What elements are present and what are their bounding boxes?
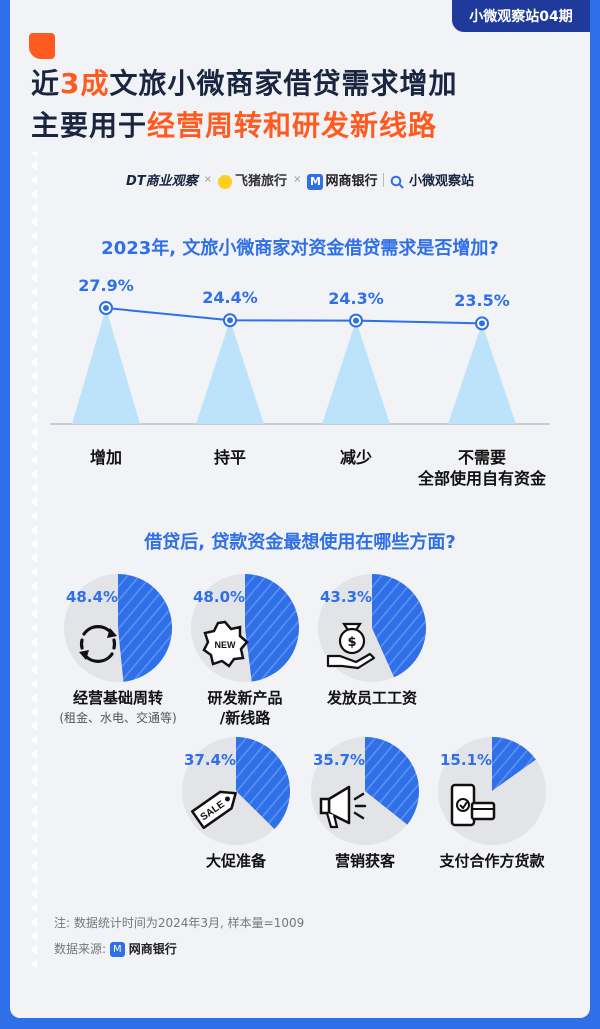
pie-value-label: 15.1%	[440, 751, 493, 769]
dt-logo: DT商业观察	[125, 174, 198, 190]
pie-slice	[492, 737, 536, 791]
data-point-core	[353, 317, 359, 324]
mybank-icon: M	[307, 173, 324, 190]
value-cone	[448, 323, 516, 424]
money-bag-hand-icon: $	[326, 622, 376, 670]
pie-slice	[236, 737, 290, 829]
fliggy-logo: 飞猪旅行	[218, 170, 287, 189]
headline-prefix-2: 主要用于	[31, 109, 148, 142]
footnote: 注: 数据统计时间为2024年3月, 样本量=1009	[54, 916, 305, 930]
pie-chart: NEW	[191, 574, 299, 682]
value-label: 27.9%	[78, 276, 134, 295]
category-name: 增加	[89, 448, 122, 467]
content-area: DT商业观察 × 飞猪旅行 × M 网商银行 小微观察站 2023年, 文旅小微商…	[32, 152, 568, 974]
pie-value-label: 48.4%	[66, 588, 119, 606]
source-name: 网商银行	[128, 942, 177, 956]
fliggy-icon	[218, 174, 233, 189]
data-source: 数据来源: M 网商银行	[54, 940, 177, 957]
question-2: 借贷后, 贷款资金最想使用在哪些方面?	[144, 532, 456, 553]
pie-chart	[64, 574, 173, 682]
data-point-core	[227, 317, 233, 324]
data-point-core	[479, 320, 485, 327]
pie-slice	[245, 574, 299, 682]
partner-logos: DT商业观察 × 飞猪旅行 × M 网商银行 小微观察站	[32, 170, 568, 190]
headline-rest: 文旅小微商家借贷需求增加	[109, 67, 458, 100]
pie-category-label: 发放员工工资	[302, 688, 442, 708]
category-label: 持平	[145, 447, 315, 468]
value-cone	[322, 320, 390, 424]
pie-category-name: 支付合作方货款	[439, 852, 545, 870]
accent-marker	[29, 33, 55, 59]
series-line	[105, 307, 483, 325]
mybank-name: 网商银行	[325, 174, 378, 189]
headline-line-2: 主要用于经营周转和研发新线路	[31, 104, 437, 144]
cycle-arrows-icon	[79, 625, 117, 663]
category-name: 持平	[213, 448, 246, 467]
mybank-source-icon: M	[109, 942, 125, 957]
pie-category-label: 大促准备	[166, 851, 306, 871]
value-label: 24.4%	[202, 288, 258, 308]
new-badge-icon: NEW	[202, 620, 249, 668]
category-name: 减少	[339, 448, 372, 467]
pie-category-sub: /新线路	[219, 709, 271, 727]
issue-badge: 小微观察站04期	[452, 0, 590, 32]
svg-text:$: $	[347, 635, 356, 650]
magnifier-icon	[391, 175, 405, 189]
demand-line-chart	[50, 301, 550, 425]
pie-chart	[311, 737, 420, 845]
pie-chart: $	[318, 574, 427, 682]
pie-category-name: 发放员工工资	[326, 689, 417, 707]
pie-category-label: 经营基础周转 (租金、水电、交通等)	[48, 688, 188, 728]
value-cone	[72, 308, 140, 424]
fliggy-name: 飞猪旅行	[235, 174, 288, 190]
value-cone	[196, 320, 264, 424]
category-label: 增加	[21, 447, 191, 468]
logo-separator: ×	[293, 174, 302, 186]
megaphone-icon	[319, 785, 367, 829]
source-label: 数据来源:	[54, 942, 107, 956]
headline-highlight: 3成	[60, 67, 110, 100]
pie-slice	[365, 737, 420, 825]
pie-category-label: 营销获客	[295, 851, 435, 871]
pie-chart	[438, 737, 546, 845]
headline-prefix: 近	[31, 67, 61, 100]
pie-category-name: 大促准备	[205, 852, 266, 870]
pie-category-name: 经营基础周转	[72, 689, 163, 707]
question-1: 2023年, 文旅小微商家对资金借贷需求是否增加?	[101, 238, 499, 259]
pie-category-label: 研发新产品/新线路	[175, 688, 315, 728]
pie-category-name: 研发新产品	[207, 689, 283, 707]
value-label: 24.3%	[328, 288, 384, 308]
pie-value-label: 43.3%	[320, 588, 373, 606]
pie-category-label: 支付合作方货款	[422, 851, 562, 871]
value-label: 23.5%	[454, 291, 510, 311]
pie-slice	[118, 574, 173, 682]
observatory-name: 小微观察站	[409, 174, 475, 190]
svg-text:NEW: NEW	[215, 640, 237, 650]
category-label: 不需要全部使用自有资金	[397, 447, 567, 489]
pie-category-sub: (租金、水电、交通等)	[59, 711, 177, 725]
data-point-core	[103, 305, 109, 311]
pie-value-label: 35.7%	[313, 751, 366, 769]
category-label: 减少	[271, 447, 441, 468]
pie-value-label: 37.4%	[184, 751, 237, 769]
logo-separator: ×	[203, 174, 213, 186]
headline-highlight-2: 经营周转和研发新线路	[147, 109, 438, 142]
category-name: 不需要	[457, 448, 506, 467]
pie-category-name: 营销获客	[334, 852, 395, 870]
observatory-logo: 小微观察站	[390, 170, 474, 189]
sale-tag-icon: SALE	[190, 790, 237, 830]
phone-card-icon	[450, 783, 496, 827]
logo-divider	[383, 172, 385, 187]
pie-chart: SALE	[182, 737, 290, 845]
category-sub: 全部使用自有资金	[417, 469, 546, 488]
headline-line-1: 近3成文旅小微商家借贷需求增加	[31, 62, 458, 102]
pie-slice	[372, 574, 427, 678]
pie-value-label: 48.0%	[193, 588, 246, 606]
mybank-logo: M 网商银行	[307, 170, 377, 190]
